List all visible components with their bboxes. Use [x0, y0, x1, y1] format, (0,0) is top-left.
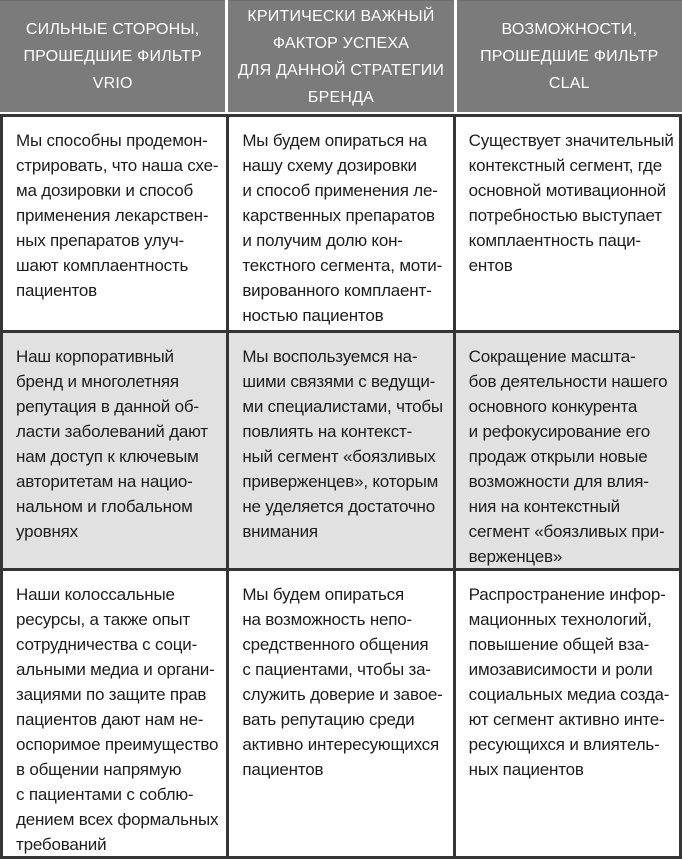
- header-cell-opportunities-clal: ВОЗМОЖНОСТИ, ПРОШЕДШИЕ ФИЛЬТР CLAL: [456, 0, 682, 112]
- table-body: Мы способны продемон- стрировать, что на…: [0, 114, 682, 859]
- header-cell-strengths-vrio: СИЛЬНЫЕ СТОРОНЫ, ПРОШЕДШИЕ ФИЛЬТР VRIO: [0, 0, 226, 112]
- cell-row1-col3: Существует значительный контекстный сегм…: [455, 117, 679, 330]
- cell-row3-col2: Мы будем опираться на возможность непо- …: [229, 571, 453, 856]
- cell-row1-col1: Мы способны продемон- стрировать, что на…: [3, 117, 227, 330]
- cell-row2-col3: Сокращение масшта- бов деятельности наше…: [455, 333, 679, 568]
- cell-row3-col1: Наши колоссальные ресурсы, а также опыт …: [3, 571, 227, 856]
- table-header-row: СИЛЬНЫЕ СТОРОНЫ, ПРОШЕДШИЕ ФИЛЬТР VRIO К…: [0, 0, 682, 112]
- cell-row2-col2: Мы воспользуемся на- шими связями с веду…: [229, 333, 453, 568]
- cell-row2-col1: Наш корпоративный бренд и многолетняя ре…: [3, 333, 227, 568]
- cell-row3-col3: Распространение инфор- мационных техноло…: [455, 571, 679, 856]
- cell-row1-col2: Мы будем опираться на нашу схему дозиров…: [229, 117, 453, 330]
- header-cell-critical-success-factor: КРИТИЧЕСКИ ВАЖНЫЙ ФАКТОР УСПЕХА ДЛЯ ДАНН…: [228, 0, 454, 112]
